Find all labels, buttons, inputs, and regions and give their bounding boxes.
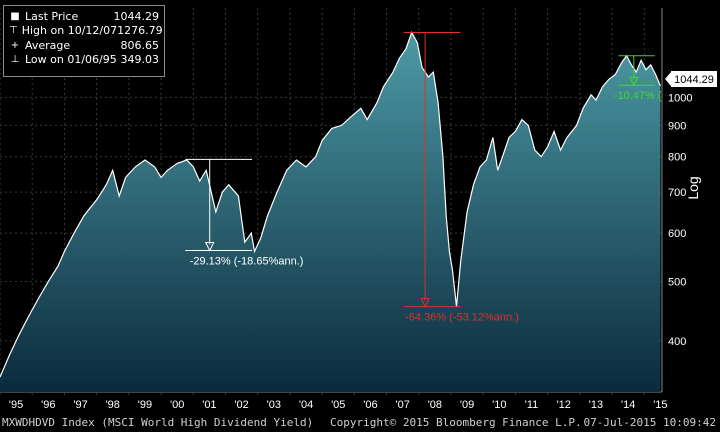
x-tick-label: '03 (267, 399, 281, 411)
annotation-label: -10.47% ( (614, 90, 662, 102)
x-tick-label: '98 (106, 399, 120, 411)
square-swatch-icon: ■ (10, 10, 20, 22)
drawdown-annotations: -29.13% (-18.65%ann.) -64.36% (-53.12%ann… (185, 31, 662, 324)
annotation-label: -64.36% (-53.12%ann.) (405, 312, 519, 324)
x-tick-label: '01 (202, 399, 216, 411)
drawdown-annotation-red: -64.36% (-53.12%ann.) (403, 31, 519, 324)
drawdown-annotation-white: -29.13% (-18.65%ann.) (185, 158, 304, 268)
x-tick-label: '10 (492, 399, 506, 411)
legend-high: ⊤ High on 10/12/07 1276.79 (9, 24, 163, 38)
drawdown-annotation-green: -10.47% ( (614, 55, 662, 102)
y-axis-label: Log (685, 176, 701, 199)
timestamp: 07-Jul-2015 10:09:42 (583, 416, 716, 429)
y-tick-label: 1000 (668, 92, 692, 104)
x-tick-label: '97 (73, 399, 87, 411)
y-tick-label: 800 (668, 152, 686, 164)
x-tick-label: '05 (331, 399, 345, 411)
legend-low: ⊥ Low on 01/06/95 349.03 (10, 53, 159, 67)
y-tick-label: 700 (668, 187, 686, 199)
annotation-arrow (420, 298, 430, 308)
x-tick-label: '95 (9, 399, 23, 411)
legend-last-price: ■ Last Price 1044.29 (10, 9, 159, 23)
average-marker-icon: + (10, 39, 20, 51)
x-tick-label: '06 (363, 399, 377, 411)
copyright: Copyright© 2015 Bloomberg Finance L.P. (330, 416, 582, 429)
y-tick-label: 400 (668, 336, 686, 348)
x-tick-label: '15 (653, 399, 667, 411)
index-name: MXWDHDVD Index (MSCI World High Dividend… (2, 416, 314, 429)
last-price-value: 1044.29 (674, 74, 714, 86)
x-tick-label: '11 (525, 399, 539, 411)
x-tick-label: '08 (428, 399, 442, 411)
legend-box: ■ Last Price 1044.29 ⊤ High on 10/12/07 … (3, 5, 165, 77)
x-tick-label: '07 (396, 399, 410, 411)
low-marker-icon: ⊥ (10, 54, 20, 66)
x-tick-label: '04 (299, 399, 313, 411)
x-tick-label: '99 (138, 399, 152, 411)
x-tick-label: '09 (460, 399, 474, 411)
high-marker-icon: ⊤ (9, 25, 18, 37)
annotation-arrow (629, 76, 639, 87)
x-tick-label: '14 (621, 399, 635, 411)
y-tick-label: 600 (668, 228, 686, 240)
price-area (0, 32, 661, 392)
footer-bar: MXWDHDVD Index (MSCI World High Dividend… (0, 412, 720, 432)
x-tick-label: '12 (557, 399, 571, 411)
price-line (0, 31, 661, 378)
y-tick-label: 900 (668, 120, 686, 132)
x-tick-label: '02 (234, 399, 248, 411)
annotation-label: -29.13% (-18.65%ann.) (190, 256, 304, 268)
x-tick-label: '13 (589, 399, 603, 411)
last-price-tag: 1044.29 (665, 71, 717, 87)
y-tick-label: 500 (668, 277, 686, 289)
x-axis-ticks: '95 '96 '97 '98 '99 '00 '01 '02 '03 '04 '05 '06 '07 '… (9, 399, 668, 411)
x-tick-label: '00 (170, 399, 184, 411)
x-tick-label: '96 (41, 399, 55, 411)
legend-average: + Average 806.65 (10, 38, 159, 52)
y-axis-ticks: 400 500 600 700 800 900 1000 (668, 92, 692, 347)
annotation-arrow (204, 242, 215, 252)
